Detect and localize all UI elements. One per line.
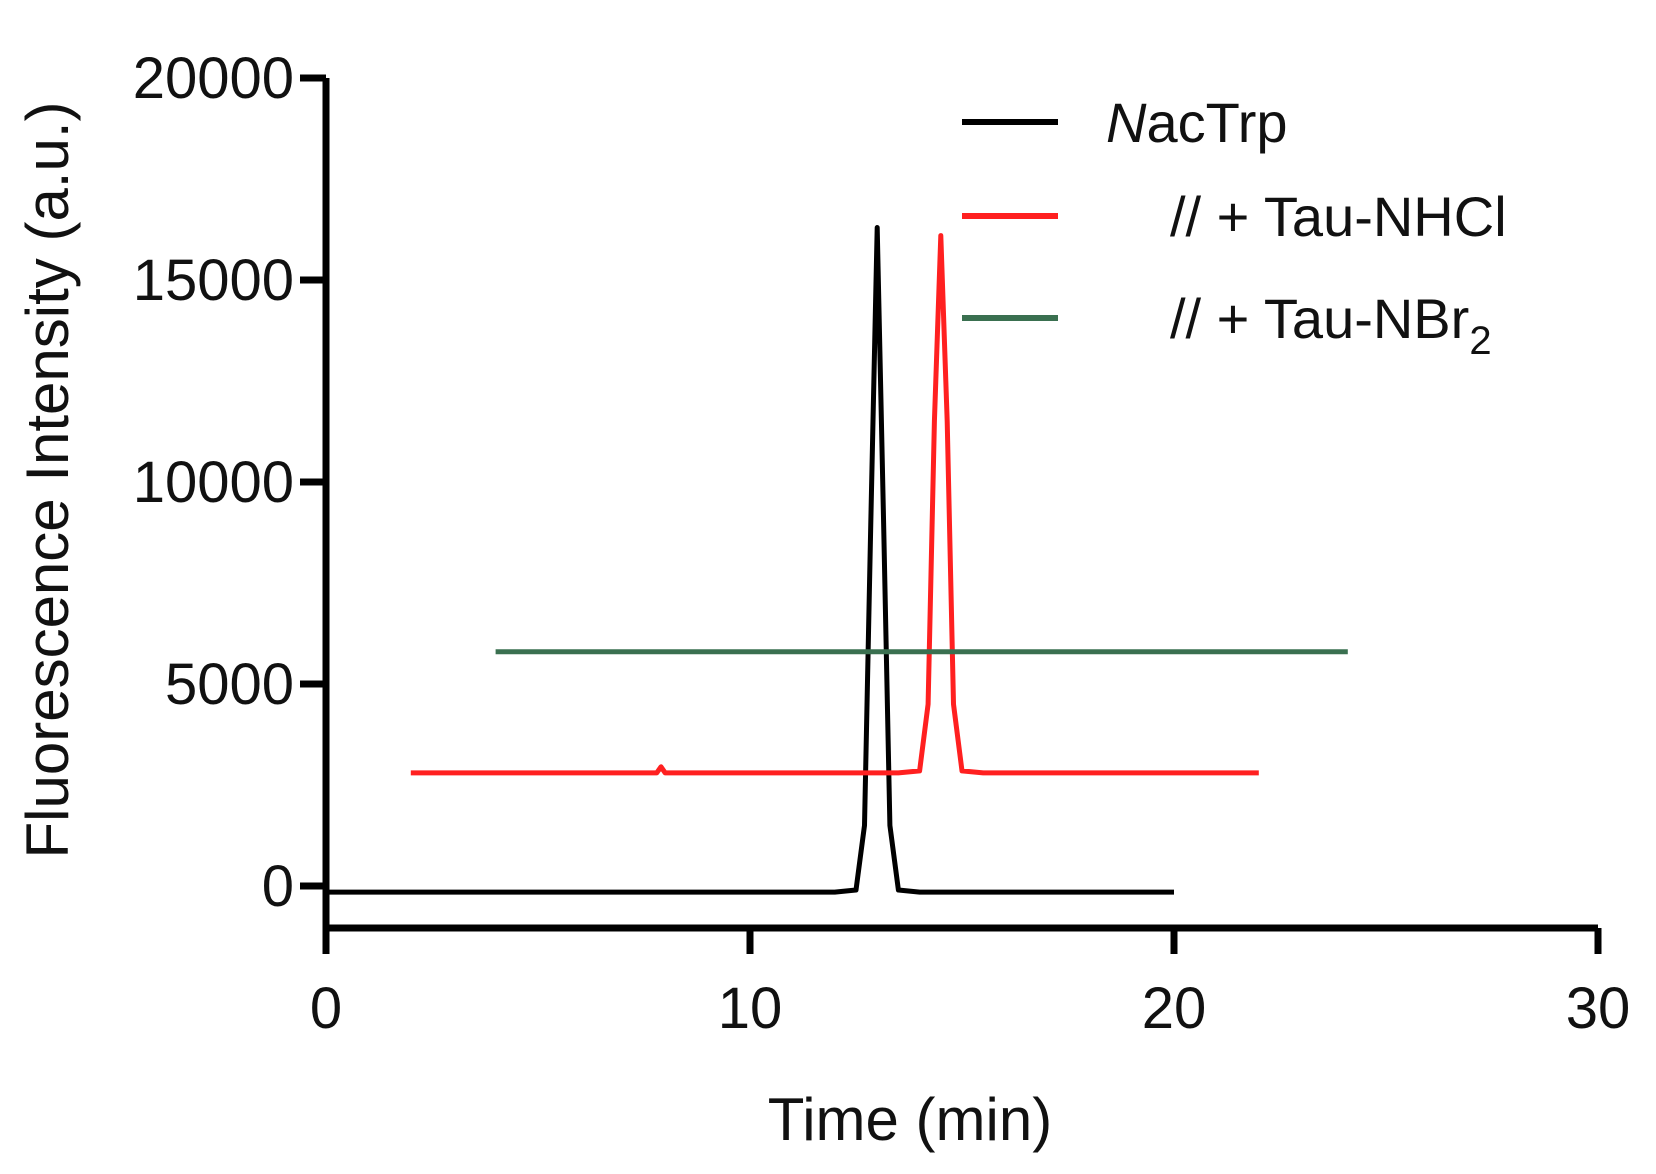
x-tick-label: 30	[1566, 976, 1631, 1041]
y-tick-label: 10000	[133, 450, 294, 515]
legend-item-tau-nbr2: // + Tau-NBr2	[962, 287, 1492, 363]
y-tick-label: 0	[262, 854, 294, 919]
legend-label: // + Tau-NBr2	[1170, 287, 1492, 363]
series-tau-nhcl-line	[410, 233, 1259, 776]
x-tick-label: 10	[718, 976, 783, 1041]
legend-label: // + Tau-NHCl	[1170, 185, 1507, 248]
x-axis-title: Time (min)	[768, 1086, 1052, 1153]
axes: 0 5000 10000 15000 20000 0 10 20 30	[133, 46, 1631, 1041]
legend-item-tau-nhcl: // + Tau-NHCl	[962, 185, 1507, 248]
y-tick-label: 15000	[133, 248, 294, 313]
legend: NacTrp // + Tau-NHCl // + Tau-NBr2	[962, 91, 1507, 363]
y-axis-title: Fluorescence Intensity (a.u.)	[14, 101, 81, 858]
y-tick-label: 5000	[165, 652, 294, 717]
legend-item-nactrp: NacTrp	[962, 91, 1288, 154]
legend-label: NacTrp	[1106, 91, 1288, 154]
y-tick-label: 20000	[133, 46, 294, 111]
x-tick-label: 20	[1142, 976, 1207, 1041]
series-nactrp-line	[326, 225, 1174, 895]
series-layer	[326, 225, 1348, 895]
x-tick-label: 0	[310, 976, 342, 1041]
